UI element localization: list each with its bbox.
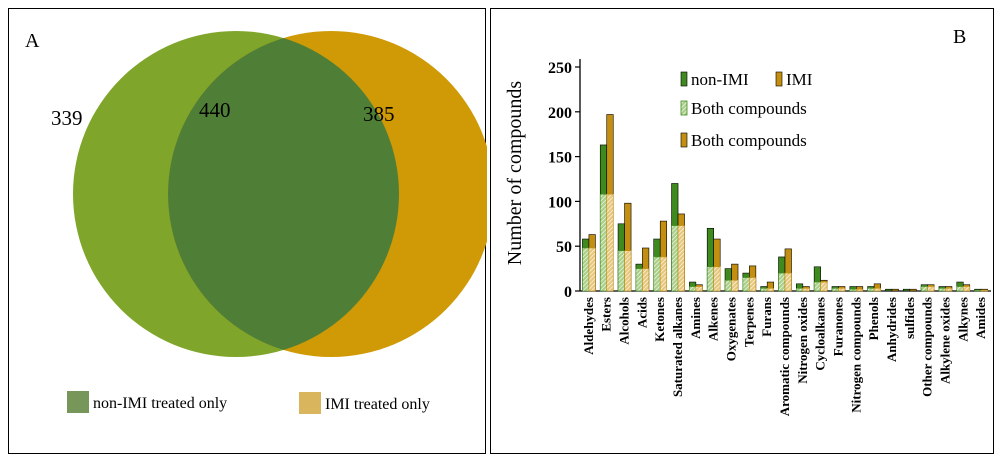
legend-label-both-gold: Both compounds [691,131,807,150]
bar-both-non-imi [760,288,768,292]
bar-both-non-imi [956,286,964,292]
bar-both-non-imi [724,279,732,292]
y-axis-label: Number of compounds [504,81,526,266]
bar-both-imi [838,288,846,292]
panel-label-a: A [25,30,40,52]
bar-both-non-imi [831,288,839,292]
bar-both-non-imi [653,256,661,292]
bar-both-imi [856,288,864,292]
bar-both-non-imi [778,272,786,292]
bar-non-imi [885,288,893,292]
x-tick-label: Oxygenates [724,297,739,361]
y-tick-label: 150 [548,150,572,167]
x-tick-label: Alkynes [955,297,970,342]
bar-legend: non-IMI IMI Both compounds Both compound… [680,70,813,150]
legend-label-imi-bar: IMI [786,70,813,89]
bar-both-non-imi [849,288,857,292]
legend-swatch-non-imi [67,391,89,413]
bar-both-imi [873,288,881,292]
x-tick-label: Furans [759,297,774,337]
bar-both-non-imi [582,247,590,292]
x-tick-label: Phenols [866,297,881,340]
bar-both-imi [713,266,721,292]
venn-diagram: A 339 440 385 non-IMI treated only IMI t… [25,30,494,414]
bar-both-imi [731,279,739,292]
bar-both-non-imi [938,288,946,292]
x-tick-label: Amides [973,297,988,339]
legend-swatch-imi-bar [775,71,783,87]
bar-both-non-imi [617,250,625,292]
x-tick-label: Anhydrides [884,297,899,362]
legend-label-both-green: Both compounds [691,99,807,118]
x-tick-label: Other compounds [920,297,935,397]
legend-label-non-imi: non-IMI treated only [93,395,227,412]
bar-both-imi [962,286,971,292]
venn-intersection [168,31,399,357]
bar-both-imi [677,225,685,292]
y-tick-label: 50 [556,239,572,256]
panel-label-b: B [953,26,966,48]
y-tick-label: 250 [548,60,572,77]
x-tick-label: sulfides [902,297,917,339]
bar-both-imi [980,289,988,292]
x-tick-label: Terpenes [741,297,756,347]
bar-both-non-imi [920,286,928,292]
venn-count-imi-only: 385 [363,102,395,126]
venn-panel: A 339 440 385 non-IMI treated only IMI t… [8,8,494,454]
bar-both-imi [784,272,792,292]
bar-both-imi [642,268,650,292]
bar-imi [891,288,899,292]
bar-both-imi [606,193,614,292]
x-tick-label: Saturated alkanes [670,297,685,397]
bar-both-non-imi [742,277,750,292]
x-tick-label: Acids [634,297,649,328]
venn-count-non-imi-only: 339 [51,106,83,130]
bar-both-imi [695,286,703,292]
bar-both-non-imi [635,268,643,292]
bar-both-non-imi [867,288,875,292]
x-tick-label: Nitrogen compounds [848,297,863,413]
bar-both-imi [945,288,953,292]
legend-swatch-non-imi-bar [680,71,688,87]
bar-both-imi [820,281,828,292]
bar-both-imi [927,286,935,292]
bar-both-non-imi [706,266,714,292]
x-tick-label: Aromatic compounds [777,297,792,416]
bar-both-imi [588,247,596,292]
y-tick-label: 100 [548,194,572,211]
x-tick-label: Ketones [652,297,667,342]
bar-non-imi [902,288,911,292]
legend-swatch-imi [299,392,321,414]
bar-both-non-imi [599,193,608,292]
bar-both-imi [749,277,757,292]
venn-count-intersection: 440 [199,98,231,122]
bar-both-imi [624,250,632,292]
x-tick-label: Alkenes [706,297,721,341]
bar-chart: B Number of compounds 0 50 100 150 200 250 Al… [504,26,991,416]
bar-both-non-imi [974,289,982,292]
x-tick-label: Nitrogen oxides [795,297,810,384]
bar-both-imi [659,256,668,292]
bar-imi [909,288,917,292]
bar-both-non-imi [796,288,804,292]
x-tick-label: Esters [599,297,614,332]
legend-label-imi: IMI treated only [325,396,430,413]
x-tick-label: Furanones [830,297,845,356]
bar-both-non-imi [689,286,697,292]
y-tick-label: 200 [548,105,572,122]
x-tick-label: Amines [688,297,703,339]
x-tick-label: Aldehydes [581,297,596,355]
y-tick-label: 0 [564,284,572,301]
x-tick-label: Alkylene oxides [937,297,952,384]
legend-label-non-imi-bar: non-IMI [691,70,749,89]
bar-both-non-imi [671,225,679,292]
x-tick-label: Alcohols [617,297,632,345]
bar-chart-panel: B Number of compounds 0 50 100 150 200 250 Al… [490,8,994,454]
bar-both-imi [766,288,774,292]
x-tick-label: Cycloalkanes [813,297,828,371]
bar-both-non-imi [813,281,821,292]
bar-both-imi [802,288,810,292]
legend-swatch-both-gold [680,132,688,148]
legend-swatch-both-green [680,100,688,116]
